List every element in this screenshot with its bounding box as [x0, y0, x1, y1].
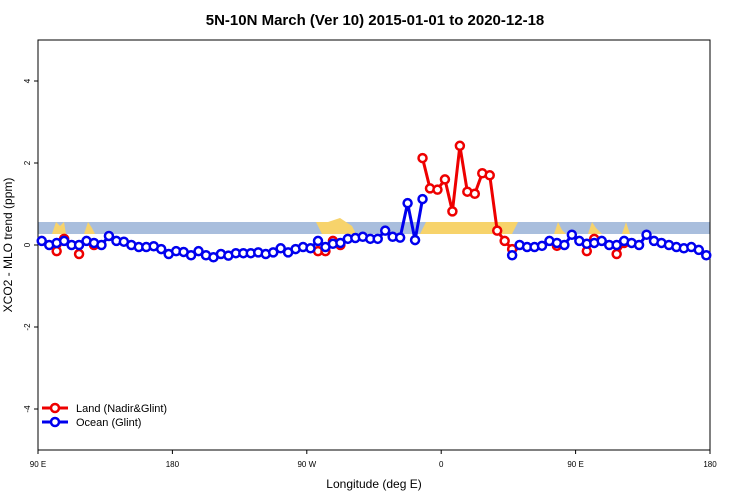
- data-point: [58, 235, 70, 247]
- data-point: [566, 229, 578, 240]
- data-point: [417, 193, 428, 205]
- x-tick-label: 90 E: [30, 460, 46, 469]
- data-point: [96, 239, 107, 251]
- legend: Land (Nadir&Glint) Ocean (Glint): [42, 402, 167, 429]
- data-point: [484, 170, 495, 181]
- data-point: [701, 250, 712, 261]
- x-tick-label: 90 W: [297, 460, 316, 469]
- y-tick-label: -4: [23, 405, 32, 413]
- y-tick-label: 2: [23, 160, 32, 165]
- data-point: [439, 174, 451, 185]
- y-tick-label: -2: [23, 323, 32, 331]
- data-point: [499, 235, 510, 247]
- x-tick-label: 180: [166, 460, 180, 469]
- data-point: [51, 245, 62, 257]
- land-patch: [622, 222, 630, 234]
- y-tick-label: 4: [23, 78, 32, 83]
- ocean-band: [38, 222, 710, 234]
- data-point: [469, 188, 481, 199]
- land-patch: [52, 222, 66, 234]
- legend-label: Land (Nadir&Glint): [76, 403, 167, 415]
- data-point: [155, 243, 167, 255]
- surface-mask: [38, 218, 710, 234]
- data-point: [379, 225, 391, 236]
- y-axis-label: XCO2 - MLO trend (ppm): [1, 178, 15, 313]
- land-patch: [588, 222, 602, 234]
- data-point: [536, 240, 548, 252]
- data-point: [402, 197, 413, 209]
- x-axis-label: Longitude (deg E): [326, 477, 421, 491]
- data-point: [633, 239, 645, 251]
- x-tick-label: 0: [439, 460, 444, 469]
- data-point: [454, 140, 466, 152]
- data-point: [693, 244, 705, 256]
- land-patch: [554, 222, 566, 234]
- data-point: [275, 243, 286, 254]
- data-point: [559, 239, 570, 251]
- data-point: [372, 233, 383, 245]
- data-point: [641, 229, 652, 240]
- y-tick-label: 0: [23, 242, 32, 247]
- data-point: [611, 248, 622, 260]
- data-point: [409, 234, 421, 246]
- data-point: [506, 250, 518, 261]
- x-tick-label: 180: [703, 460, 717, 469]
- x-tick-label: 90 E: [567, 460, 583, 469]
- data-point: [335, 237, 346, 249]
- land-patch: [420, 222, 518, 234]
- data-point: [103, 230, 115, 242]
- land-patch: [84, 222, 95, 234]
- legend-marker: [49, 402, 61, 414]
- data-point: [432, 184, 443, 195]
- data-point: [267, 247, 279, 258]
- data-point: [596, 235, 607, 247]
- data-point: [394, 232, 406, 243]
- data-point: [73, 239, 85, 251]
- data-point: [73, 248, 85, 260]
- data-point: [417, 152, 428, 164]
- chart-title: 5N-10N March (Ver 10) 2015-01-01 to 2020…: [206, 12, 545, 29]
- data-point: [305, 243, 316, 254]
- data-point: [611, 239, 622, 251]
- data-point: [491, 225, 503, 236]
- legend-marker: [49, 416, 61, 428]
- data-point: [36, 235, 47, 247]
- land-patch: [316, 218, 356, 234]
- data-point: [193, 245, 204, 257]
- data-point: [447, 206, 458, 217]
- legend-label: Ocean (Glint): [76, 417, 141, 429]
- data-point: [185, 250, 197, 261]
- data-point: [312, 235, 324, 247]
